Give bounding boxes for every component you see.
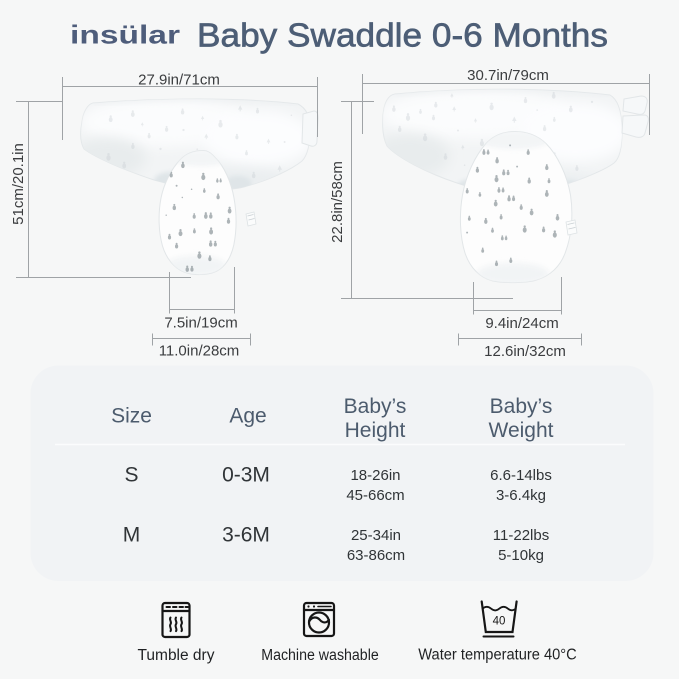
svg-text:11-22lbs: 11-22lbs bbox=[493, 527, 549, 544]
svg-text:Machine washable: Machine washable bbox=[261, 647, 379, 664]
svg-text:3-6M: 3-6M bbox=[222, 523, 270, 546]
svg-text:51cm/20.1in: 51cm/20.1in bbox=[10, 143, 27, 225]
svg-text:M: M bbox=[123, 523, 141, 546]
svg-text:insülar: insülar bbox=[70, 20, 180, 50]
svg-text:5-10kg: 5-10kg bbox=[498, 547, 544, 564]
svg-text:Baby Swaddle 0-6 Months: Baby Swaddle 0-6 Months bbox=[197, 17, 608, 54]
svg-text:Baby’s: Baby’s bbox=[490, 395, 553, 418]
svg-text:Water temperature 40°C: Water temperature 40°C bbox=[418, 647, 577, 664]
svg-text:45-66cm: 45-66cm bbox=[346, 487, 404, 504]
svg-text:25-34in: 25-34in bbox=[351, 527, 401, 544]
svg-text:0-3M: 0-3M bbox=[222, 463, 270, 486]
svg-text:22.8in/58cm: 22.8in/58cm bbox=[329, 161, 346, 243]
svg-text:Tumble dry: Tumble dry bbox=[138, 647, 215, 664]
svg-text:S: S bbox=[124, 463, 138, 486]
svg-text:12.6in/32cm: 12.6in/32cm bbox=[484, 343, 566, 360]
svg-text:Weight: Weight bbox=[489, 419, 554, 442]
svg-text:63-86cm: 63-86cm bbox=[347, 547, 405, 564]
svg-text:6.6-14lbs: 6.6-14lbs bbox=[490, 467, 552, 484]
svg-text:30.7in/79cm: 30.7in/79cm bbox=[467, 67, 549, 84]
svg-text:Baby’s: Baby’s bbox=[344, 395, 407, 418]
svg-text:27.9in/71cm: 27.9in/71cm bbox=[138, 72, 220, 89]
svg-text:18-26in: 18-26in bbox=[350, 467, 400, 484]
svg-text:7.5in/19cm: 7.5in/19cm bbox=[164, 315, 237, 332]
svg-text:40: 40 bbox=[493, 616, 506, 628]
svg-text:11.0in/28cm: 11.0in/28cm bbox=[159, 343, 240, 360]
svg-text:Age: Age bbox=[229, 405, 266, 428]
svg-text:Height: Height bbox=[345, 419, 406, 442]
svg-text:9.4in/24cm: 9.4in/24cm bbox=[485, 315, 558, 332]
svg-text:3-6.4kg: 3-6.4kg bbox=[496, 487, 546, 504]
svg-text:Size: Size bbox=[111, 405, 152, 428]
